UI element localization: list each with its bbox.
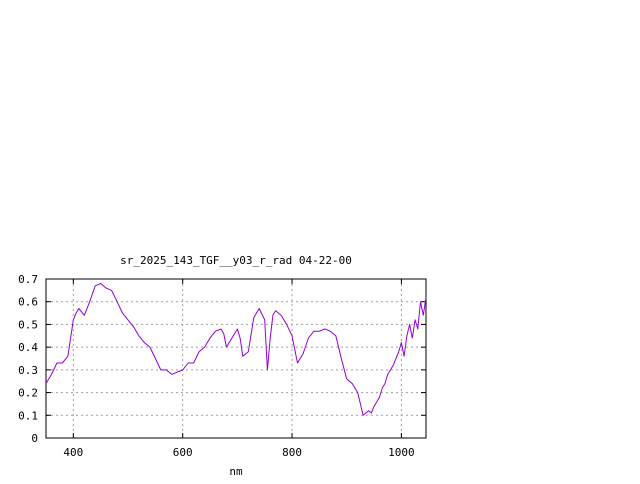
chart-title: sr_2025_143_TGF__y03_r_rad 04-22-00 (120, 254, 352, 267)
y-tick-label: 0.5 (18, 318, 38, 331)
y-tick-label: 0.6 (18, 296, 38, 309)
plot-frame (45, 278, 427, 439)
grid-lines (46, 279, 426, 438)
y-tick-label: 0.3 (18, 364, 38, 377)
y-tick-label: 0.7 (18, 273, 38, 286)
y-tick-label: 0.4 (18, 341, 38, 354)
y-tick-label: 0.1 (18, 409, 38, 422)
x-tick-label: 400 (63, 446, 83, 459)
series-layer (45, 283, 427, 416)
series-line (45, 283, 427, 416)
x-tick-label: 800 (282, 446, 302, 459)
x-axis-label: nm (229, 465, 243, 478)
x-tick-label: 600 (173, 446, 193, 459)
x-tick-label: 1000 (388, 446, 415, 459)
axis-ticks (46, 278, 426, 439)
y-tick-label: 0 (31, 432, 38, 445)
tick-labels: 0 0.1 0.2 0.3 0.4 0.5 0.6 0.7 400 600 800 1000 (18, 273, 415, 459)
y-tick-label: 0.2 (18, 387, 38, 400)
